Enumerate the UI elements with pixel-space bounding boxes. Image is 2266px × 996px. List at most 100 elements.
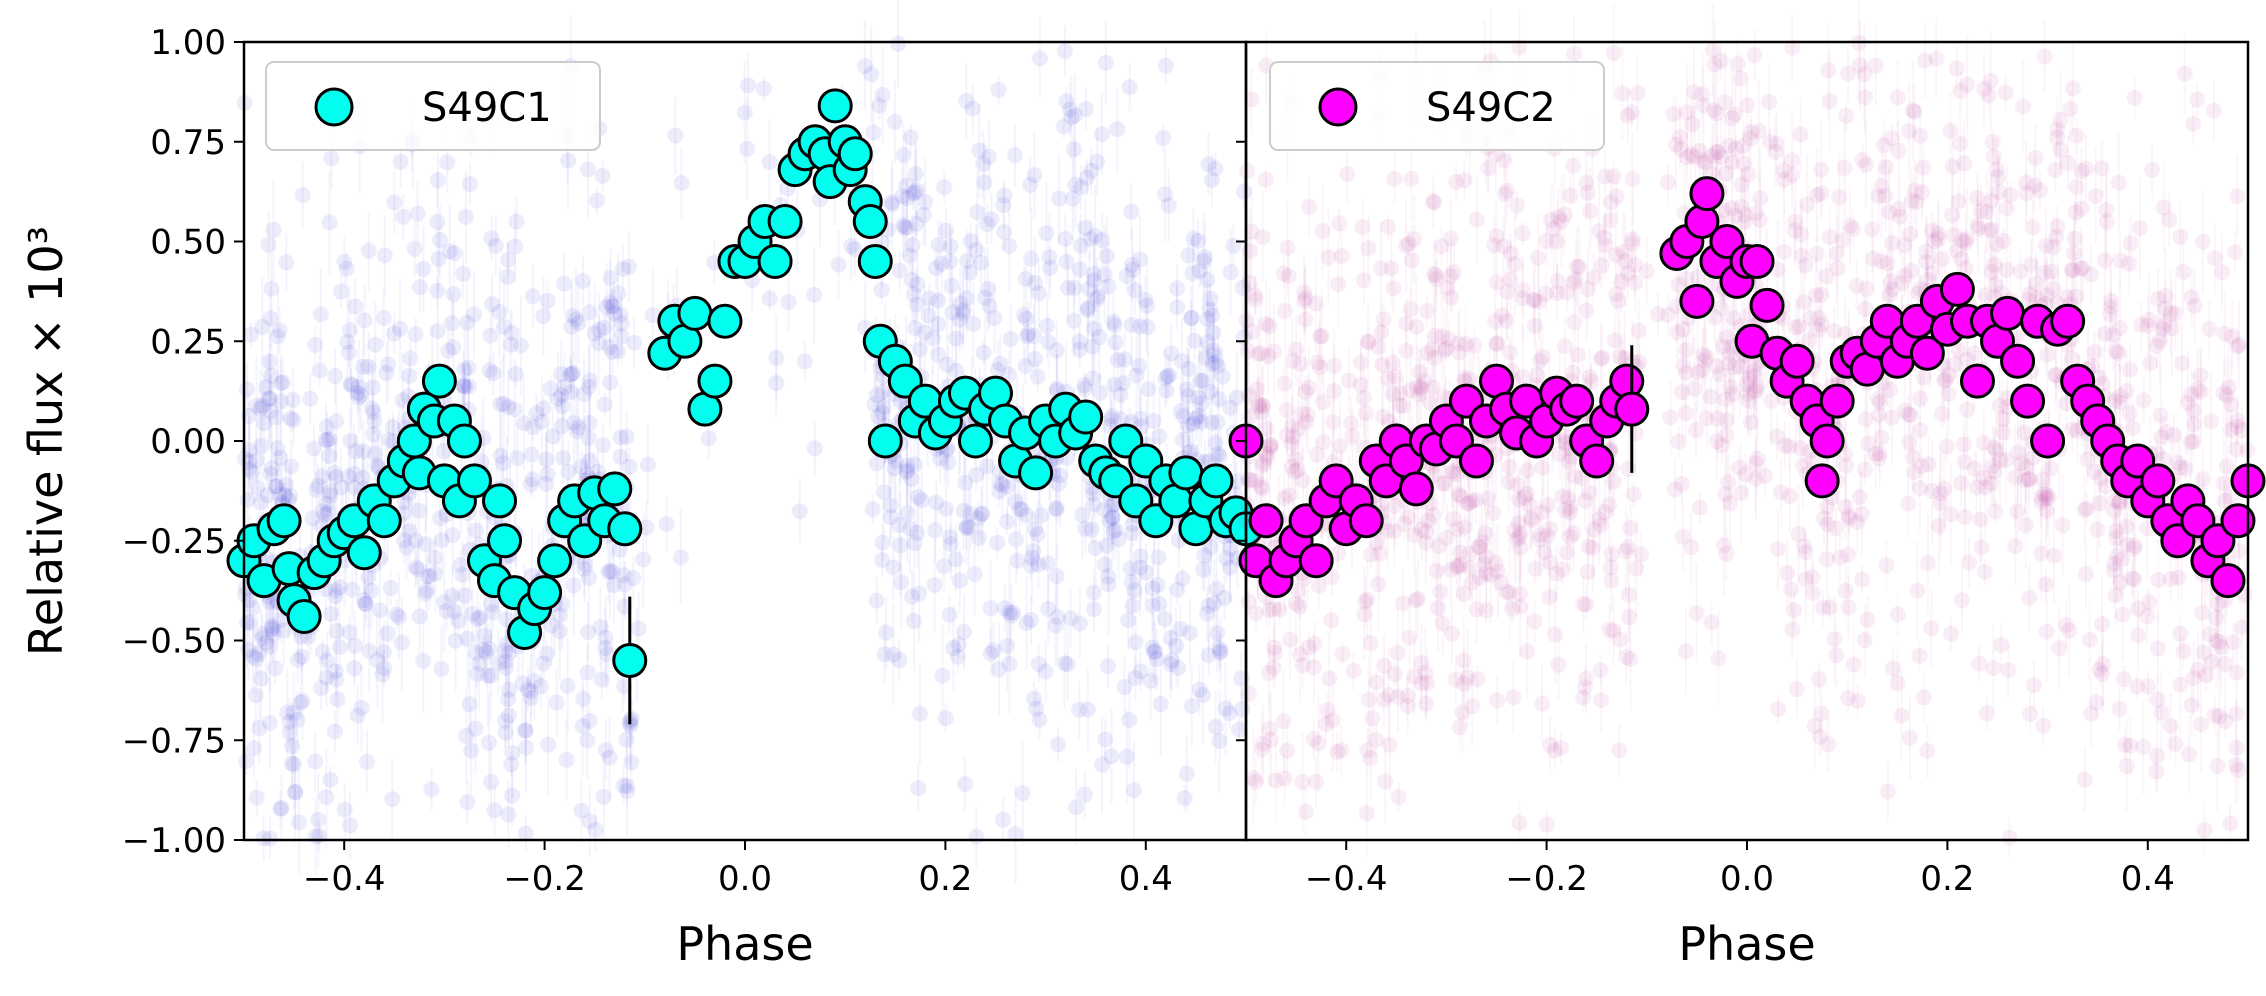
raw-point — [1526, 613, 1543, 630]
raw-point — [1381, 736, 1398, 753]
raw-point — [294, 187, 311, 204]
raw-point — [262, 403, 279, 420]
raw-point — [903, 272, 920, 289]
raw-point — [1077, 100, 1094, 117]
raw-point — [979, 216, 996, 233]
raw-point — [1051, 190, 1068, 207]
raw-point — [327, 368, 344, 385]
raw-point — [1123, 256, 1140, 273]
raw-point — [576, 386, 593, 403]
raw-point — [261, 714, 278, 731]
raw-point — [466, 306, 483, 323]
raw-point — [871, 97, 888, 114]
raw-point — [407, 532, 424, 549]
raw-point — [2213, 639, 2230, 656]
raw-point — [1492, 574, 1509, 591]
raw-point — [1531, 531, 1548, 548]
raw-point — [2230, 761, 2247, 778]
raw-point — [1124, 515, 1141, 532]
raw-point — [302, 390, 319, 407]
raw-point — [1521, 496, 1538, 513]
raw-point — [1579, 563, 1596, 580]
raw-point — [1146, 644, 1163, 661]
raw-point — [1244, 323, 1261, 340]
raw-point — [2068, 179, 2085, 196]
raw-point — [1429, 599, 1446, 616]
raw-point — [336, 801, 353, 818]
raw-point — [1030, 556, 1047, 573]
raw-point — [1093, 126, 1110, 143]
raw-point — [2054, 517, 2071, 534]
raw-point — [1050, 475, 1067, 492]
raw-point — [1890, 142, 1907, 159]
raw-point — [2001, 829, 2018, 846]
raw-point — [581, 712, 598, 729]
raw-point — [1180, 247, 1197, 264]
raw-point — [1255, 735, 1272, 752]
raw-point — [593, 671, 610, 688]
raw-point — [1040, 333, 1057, 350]
raw-point — [2061, 622, 2078, 639]
raw-point — [1872, 394, 1889, 411]
raw-point — [1871, 406, 1888, 423]
raw-point — [1377, 773, 1394, 790]
raw-point — [2079, 451, 2096, 468]
raw-point — [237, 753, 254, 770]
raw-point — [263, 367, 280, 384]
raw-point — [1007, 493, 1024, 510]
raw-point — [1155, 130, 1172, 147]
raw-point — [1889, 606, 1906, 623]
raw-point — [1048, 500, 1065, 517]
raw-point — [1620, 586, 1637, 603]
raw-point — [992, 355, 1009, 372]
raw-point — [1132, 559, 1149, 576]
raw-point — [1478, 565, 1495, 582]
raw-point — [1914, 184, 1931, 201]
raw-point — [580, 429, 597, 446]
raw-point — [1821, 599, 1838, 616]
raw-point — [1711, 366, 1728, 383]
raw-point — [898, 177, 915, 194]
raw-point — [364, 379, 381, 396]
raw-point — [1566, 274, 1583, 291]
raw-point — [1857, 411, 1874, 428]
raw-point — [1015, 307, 1032, 324]
raw-point — [2048, 228, 2065, 245]
raw-point — [1103, 408, 1120, 425]
raw-point — [915, 206, 932, 223]
raw-point — [1727, 207, 1744, 224]
raw-point — [2063, 261, 2080, 278]
raw-point — [495, 318, 512, 335]
raw-point — [1428, 267, 1445, 284]
raw-point — [342, 376, 359, 393]
raw-point — [761, 154, 778, 171]
raw-point — [1375, 691, 1392, 708]
raw-point — [1254, 480, 1271, 497]
raw-point — [1944, 207, 1961, 224]
raw-point — [1478, 549, 1495, 566]
raw-point — [284, 391, 301, 408]
raw-point — [2083, 266, 2100, 283]
raw-point — [1184, 415, 1201, 432]
raw-point — [1300, 639, 1317, 656]
raw-point — [2033, 489, 2050, 506]
raw-point — [1867, 57, 1884, 74]
raw-point — [1987, 503, 2004, 520]
raw-point — [1384, 385, 1401, 402]
raw-point — [476, 628, 493, 645]
raw-point — [429, 172, 446, 189]
raw-point — [2124, 570, 2141, 587]
raw-point — [1988, 236, 2005, 253]
raw-point — [1201, 301, 1218, 318]
raw-point — [909, 276, 926, 293]
raw-point — [1214, 368, 1231, 385]
raw-point — [398, 539, 415, 556]
raw-point — [905, 286, 922, 303]
raw-point — [1202, 383, 1219, 400]
raw-point — [1287, 595, 1304, 612]
data-point — [607, 511, 643, 547]
raw-point — [2120, 255, 2137, 272]
raw-point — [866, 396, 883, 413]
raw-point — [1722, 379, 1739, 396]
raw-point — [321, 431, 338, 448]
